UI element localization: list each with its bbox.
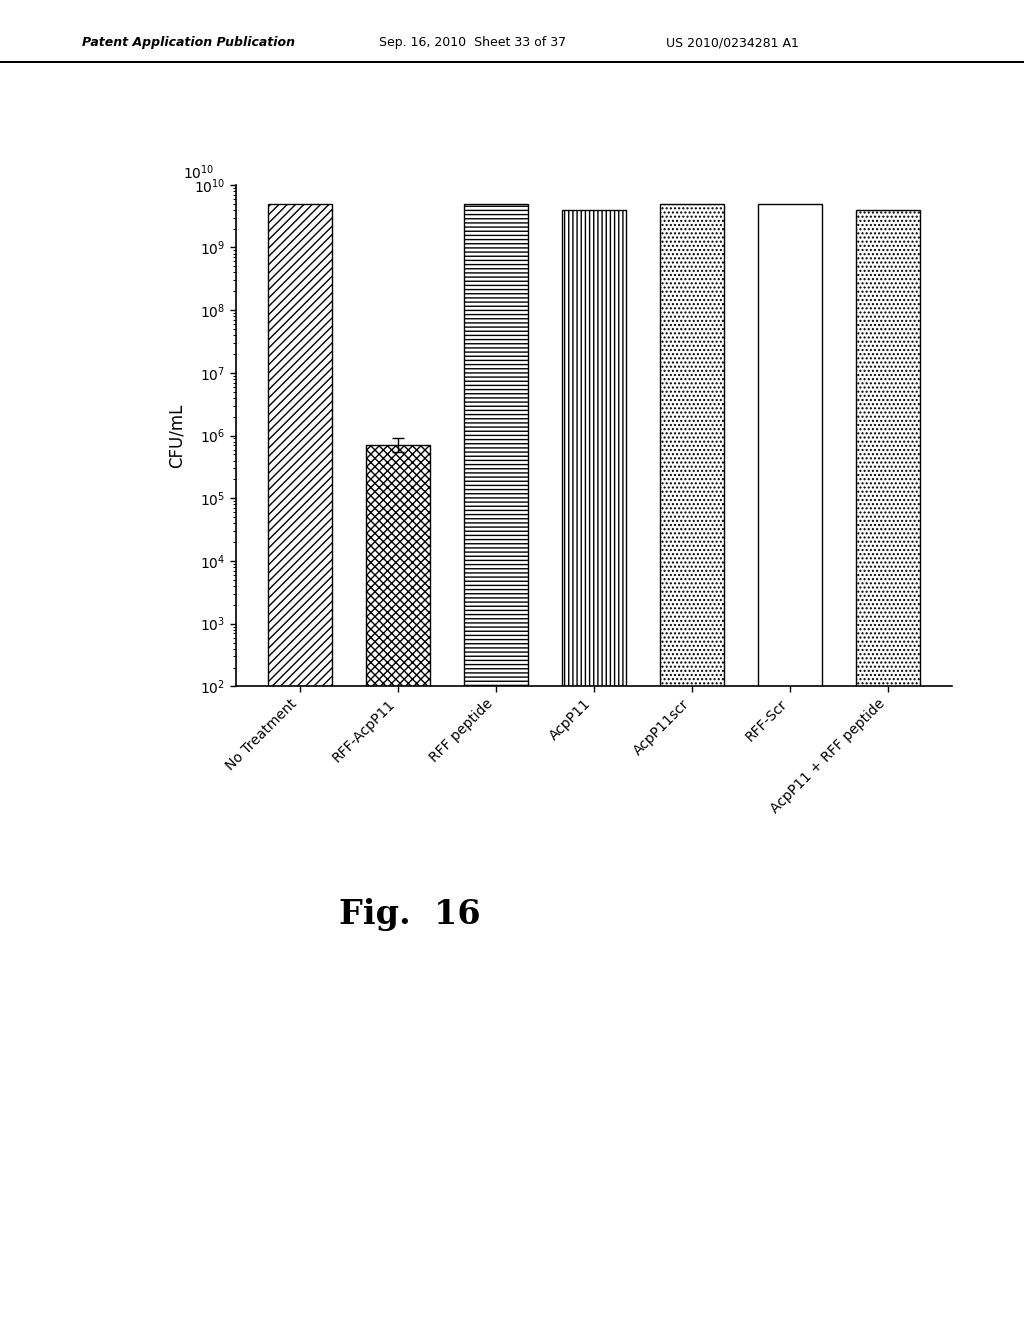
- Bar: [856, 210, 920, 1320]
- Bar: [464, 203, 527, 1320]
- Text: $10^{10}$: $10^{10}$: [182, 164, 214, 182]
- Bar: [367, 445, 430, 1320]
- Bar: [758, 203, 821, 1320]
- Bar: [268, 203, 332, 1320]
- Text: Patent Application Publication: Patent Application Publication: [82, 36, 295, 49]
- Bar: [562, 210, 626, 1320]
- Text: Fig.  16: Fig. 16: [339, 898, 480, 931]
- Text: US 2010/0234281 A1: US 2010/0234281 A1: [666, 36, 799, 49]
- Bar: [660, 203, 724, 1320]
- Y-axis label: CFU/mL: CFU/mL: [167, 404, 185, 467]
- Text: Sep. 16, 2010  Sheet 33 of 37: Sep. 16, 2010 Sheet 33 of 37: [379, 36, 566, 49]
